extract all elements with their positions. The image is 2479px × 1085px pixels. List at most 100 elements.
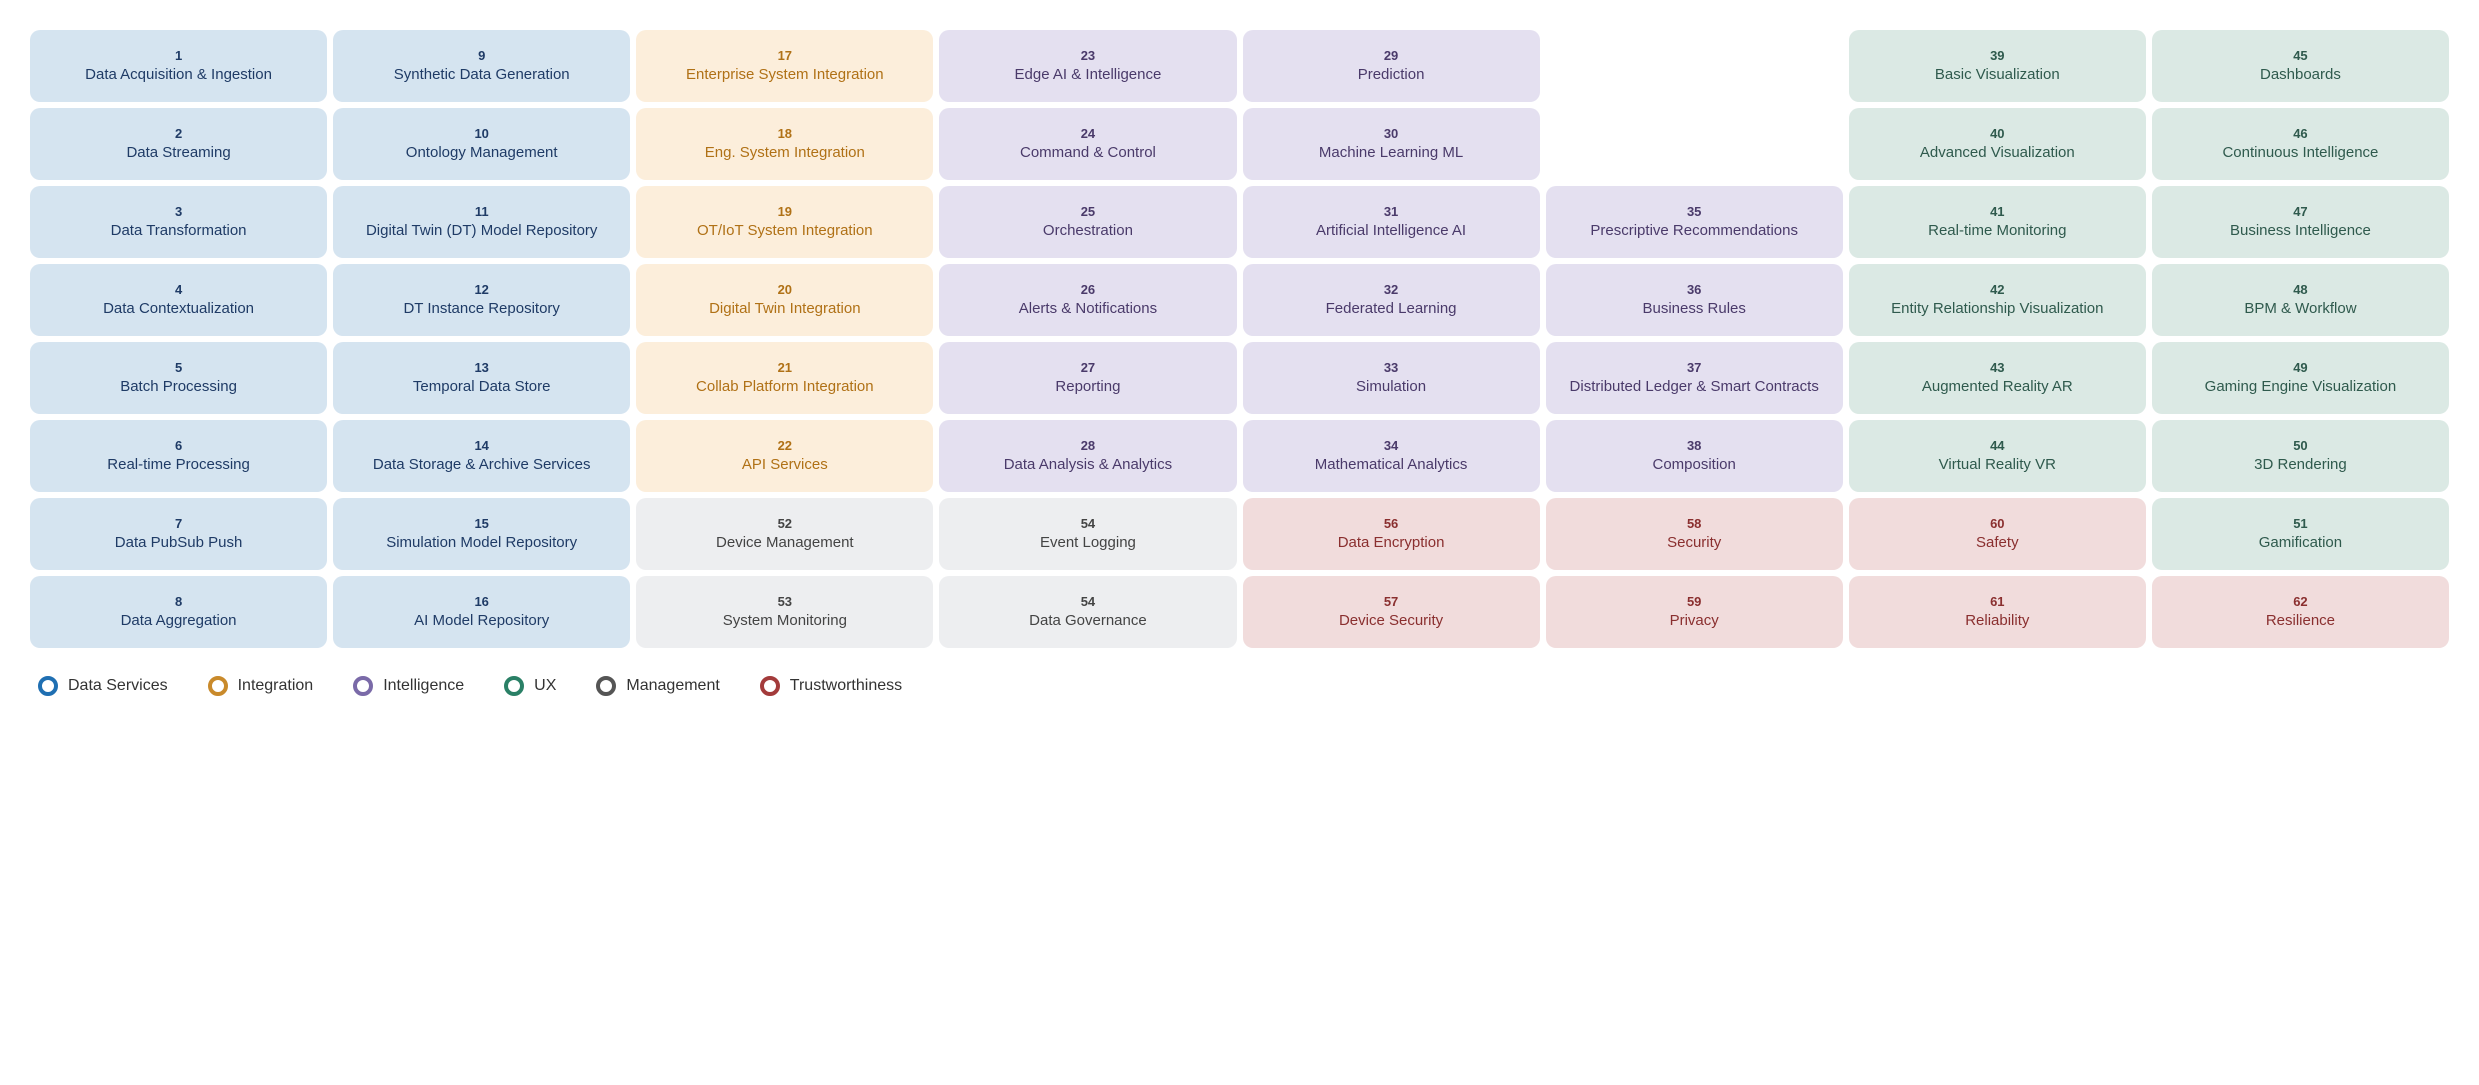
tile-number: 45: [2293, 49, 2307, 64]
tile-34: 34 Mathematical Analytics: [1243, 420, 1540, 492]
legend-item-integration: Integration: [208, 676, 314, 696]
tile-number: 16: [474, 595, 488, 610]
tile-label: Privacy: [1670, 612, 1719, 629]
tile-number: 26: [1081, 283, 1095, 298]
tile-9: 9Synthetic Data Generation: [333, 30, 630, 102]
tile-38: 38Composition: [1546, 420, 1843, 492]
tile-number: 56: [1384, 517, 1398, 532]
tile-number: 36: [1687, 283, 1701, 298]
tile-label: Security: [1667, 534, 1721, 551]
tile-number: 19: [778, 205, 792, 220]
tile-number: 54: [1081, 595, 1095, 610]
tile-label: Device Management: [716, 534, 854, 551]
tile-42: 42Entity Relationship Visualization: [1849, 264, 2146, 336]
tile-label: Business Rules: [1642, 300, 1745, 317]
tile-11: 11Digital Twin (DT) Model Repository: [333, 186, 630, 258]
tile-label: Ontology Management: [406, 144, 558, 161]
tile-number: 2: [175, 127, 182, 142]
legend: Data ServicesIntegrationIntelligenceUXMa…: [30, 676, 2449, 696]
tile-number: 30: [1384, 127, 1398, 142]
tile-number: 53: [778, 595, 792, 610]
legend-label: Trustworthiness: [790, 677, 902, 695]
tile-label: Machine Learning ML: [1319, 144, 1463, 161]
tile-16: 16 AI Model Repository: [333, 576, 630, 648]
tile-label: Dashboards: [2260, 66, 2341, 83]
tile-36: 36 Business Rules: [1546, 264, 1843, 336]
tile-label: Enterprise System Integration: [686, 66, 884, 83]
legend-ring-icon: [38, 676, 58, 696]
tile-number: 50: [2293, 439, 2307, 454]
legend-ring-icon: [760, 676, 780, 696]
tile-number: 12: [474, 283, 488, 298]
tile-label: Real-time Monitoring: [1928, 222, 2066, 239]
tile-number: 33: [1384, 361, 1398, 376]
tile-number: 48: [2293, 283, 2307, 298]
tile-label: Mathematical Analytics: [1315, 456, 1468, 473]
tile-number: 31: [1384, 205, 1398, 220]
tile-15: 15Simulation Model Repository: [333, 498, 630, 570]
tile-25: 25Orchestration: [939, 186, 1236, 258]
tile-label: Data Transformation: [111, 222, 247, 239]
legend-label: Data Services: [68, 677, 168, 695]
tile-number: 37: [1687, 361, 1701, 376]
tile-48: 48BPM & Workflow: [2152, 264, 2449, 336]
tile-number: 54: [1081, 517, 1095, 532]
tile-number: 10: [474, 127, 488, 142]
tile-26: 26Alerts & Notifications: [939, 264, 1236, 336]
tile-39: 39Basic Visualization: [1849, 30, 2146, 102]
tile-number: 32: [1384, 283, 1398, 298]
tile-number: 35: [1687, 205, 1701, 220]
tile-41: 41Real-time Monitoring: [1849, 186, 2146, 258]
legend-ring-icon: [596, 676, 616, 696]
legend-item-data: Data Services: [38, 676, 168, 696]
tile-number: 23: [1081, 49, 1095, 64]
tile-label: Virtual Reality VR: [1939, 456, 2056, 473]
capability-grid: 1Data Acquisition & Ingestion2Data Strea…: [30, 30, 2449, 648]
tile-22: 22API Services: [636, 420, 933, 492]
tile-label: Gaming Engine Visualization: [2205, 378, 2397, 395]
legend-label: Management: [626, 677, 719, 695]
tile-label: Distributed Ledger & Smart Contracts: [1570, 378, 1819, 395]
tile-label: Reliability: [1965, 612, 2029, 629]
legend-label: Intelligence: [383, 677, 464, 695]
tile-label: Real-time Processing: [107, 456, 250, 473]
tile-label: Edge AI & Intelligence: [1015, 66, 1162, 83]
tile-label: Business Intelligence: [2230, 222, 2371, 239]
tile-46: 46Continuous Intelligence: [2152, 108, 2449, 180]
tile-label: Collab Platform Integration: [696, 378, 874, 395]
tile-label: Device Security: [1339, 612, 1443, 629]
tile-label: Gamification: [2259, 534, 2342, 551]
tile-28: 28Data Analysis & Analytics: [939, 420, 1236, 492]
tile-6: 6Real-time Processing: [30, 420, 327, 492]
tile-1: 1Data Acquisition & Ingestion: [30, 30, 327, 102]
tile-54: 54 Event Logging: [939, 498, 1236, 570]
tile-label: Continuous Intelligence: [2222, 144, 2378, 161]
tile-43: 43Augmented Reality AR: [1849, 342, 2146, 414]
tile-label: Command & Control: [1020, 144, 1156, 161]
tile-number: 51: [2293, 517, 2307, 532]
tile-19: 19OT/IoT System Integration: [636, 186, 933, 258]
tile-47: 47Business Intelligence: [2152, 186, 2449, 258]
legend-item-intelligence: Intelligence: [353, 676, 464, 696]
tile-label: Data Contextualization: [103, 300, 254, 317]
tile-17: 17Enterprise System Integration: [636, 30, 933, 102]
tile-number: 58: [1687, 517, 1701, 532]
tile-27: 27Reporting: [939, 342, 1236, 414]
tile-number: 5: [175, 361, 182, 376]
tile-label: Simulation Model Repository: [386, 534, 577, 551]
tile-number: 34: [1384, 439, 1398, 454]
tile-label: Event Logging: [1040, 534, 1136, 551]
tile-number: 1: [175, 49, 182, 64]
tile-31: 31Artificial Intelligence AI: [1243, 186, 1540, 258]
tile-number: 57: [1384, 595, 1398, 610]
tile-label: Data Governance: [1029, 612, 1147, 629]
tile-14: 14Data Storage & Archive Services: [333, 420, 630, 492]
tile-number: 25: [1081, 205, 1095, 220]
tile-label: AI Model Repository: [414, 612, 549, 629]
tile-60: 60Safety: [1849, 498, 2146, 570]
tile-label: Federated Learning: [1326, 300, 1457, 317]
tile-13: 13Temporal Data Store: [333, 342, 630, 414]
tile-number: 14: [474, 439, 488, 454]
tile-50: 503D Rendering: [2152, 420, 2449, 492]
tile-number: 40: [1990, 127, 2004, 142]
